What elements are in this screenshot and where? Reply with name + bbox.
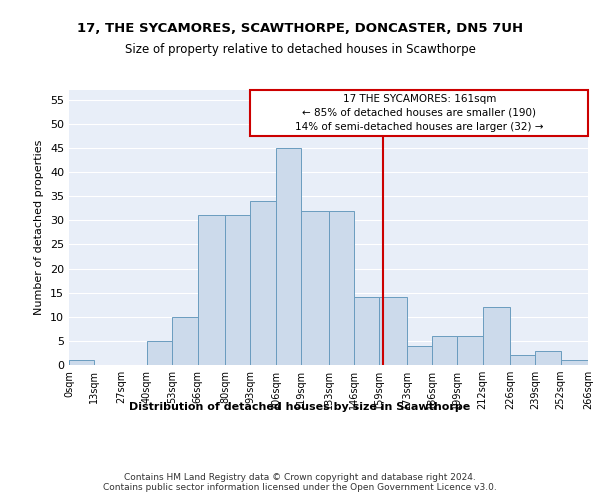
Bar (301, 210, 329, 365)
Text: 17, THE SYCAMORES, SCAWTHORPE, DONCASTER, DN5 7UH: 17, THE SYCAMORES, SCAWTHORPE, DONCASTER… (77, 22, 523, 36)
Bar (457, 336, 482, 365)
Text: 17 THE SYCAMORES: 161sqm
← 85% of detached houses are smaller (190)
14% of semi-: 17 THE SYCAMORES: 161sqm ← 85% of detach… (295, 94, 544, 132)
Bar (250, 201, 276, 365)
Bar (379, 298, 407, 365)
Bar (535, 350, 560, 365)
Bar (225, 216, 250, 365)
Bar (276, 148, 301, 365)
Bar (407, 346, 432, 365)
Bar (172, 317, 198, 365)
Bar (482, 307, 510, 365)
Text: Distribution of detached houses by size in Scawthorpe: Distribution of detached houses by size … (130, 402, 470, 412)
Bar (198, 216, 225, 365)
Bar (432, 336, 457, 365)
Bar (147, 341, 172, 365)
Text: Size of property relative to detached houses in Scawthorpe: Size of property relative to detached ho… (125, 42, 475, 56)
Bar (329, 210, 354, 365)
Bar (354, 298, 379, 365)
Bar (510, 356, 535, 365)
Bar (250, 90, 588, 136)
Y-axis label: Number of detached properties: Number of detached properties (34, 140, 44, 315)
Bar (560, 360, 588, 365)
Bar (69, 360, 94, 365)
Text: Contains HM Land Registry data © Crown copyright and database right 2024.
Contai: Contains HM Land Registry data © Crown c… (103, 472, 497, 492)
